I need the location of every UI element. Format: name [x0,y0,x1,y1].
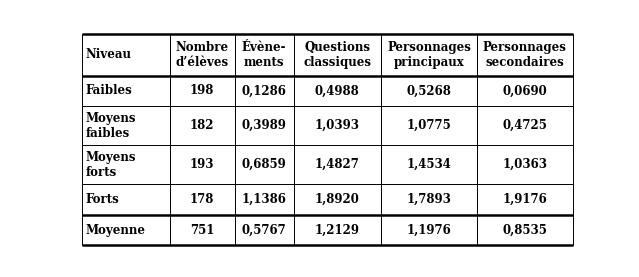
Text: Questions
classiques: Questions classiques [304,41,371,69]
Text: Niveau: Niveau [86,48,132,61]
Text: 1,1386: 1,1386 [242,193,286,206]
Text: 1,4827: 1,4827 [315,158,360,171]
Text: 0,6859: 0,6859 [242,158,286,171]
Text: 1,4534: 1,4534 [406,158,451,171]
Text: 1,9176: 1,9176 [502,193,547,206]
Text: 182: 182 [190,119,214,132]
Text: Moyens
faibles: Moyens faibles [86,112,136,140]
Text: Moyenne: Moyenne [86,224,146,237]
Text: 0,1286: 0,1286 [242,84,286,98]
Text: 0,4988: 0,4988 [315,84,360,98]
Text: Personnages
secondaires: Personnages secondaires [483,41,567,69]
Text: Faibles: Faibles [86,84,132,98]
Text: 0,0690: 0,0690 [502,84,547,98]
Text: 1,0775: 1,0775 [406,119,451,132]
Text: Personnages
principaux: Personnages principaux [387,41,471,69]
Text: 1,7893: 1,7893 [406,193,451,206]
Text: Nombre
d’élèves: Nombre d’élèves [176,41,229,69]
Text: 0,3989: 0,3989 [242,119,286,132]
Text: 0,5268: 0,5268 [406,84,451,98]
Text: 0,8535: 0,8535 [502,224,547,237]
Text: 1,8920: 1,8920 [315,193,360,206]
Text: Forts: Forts [86,193,119,206]
Text: Moyens
forts: Moyens forts [86,151,136,179]
Text: 751: 751 [190,224,214,237]
Text: 1,2129: 1,2129 [315,224,360,237]
Text: 1,1976: 1,1976 [406,224,451,237]
Text: 1,0363: 1,0363 [502,158,547,171]
Text: Évène-
ments: Évène- ments [242,41,286,69]
Text: 178: 178 [190,193,214,206]
Text: 198: 198 [190,84,214,98]
Text: 0,5767: 0,5767 [242,224,286,237]
Text: 193: 193 [190,158,214,171]
Text: 1,0393: 1,0393 [315,119,360,132]
Text: 0,4725: 0,4725 [502,119,547,132]
